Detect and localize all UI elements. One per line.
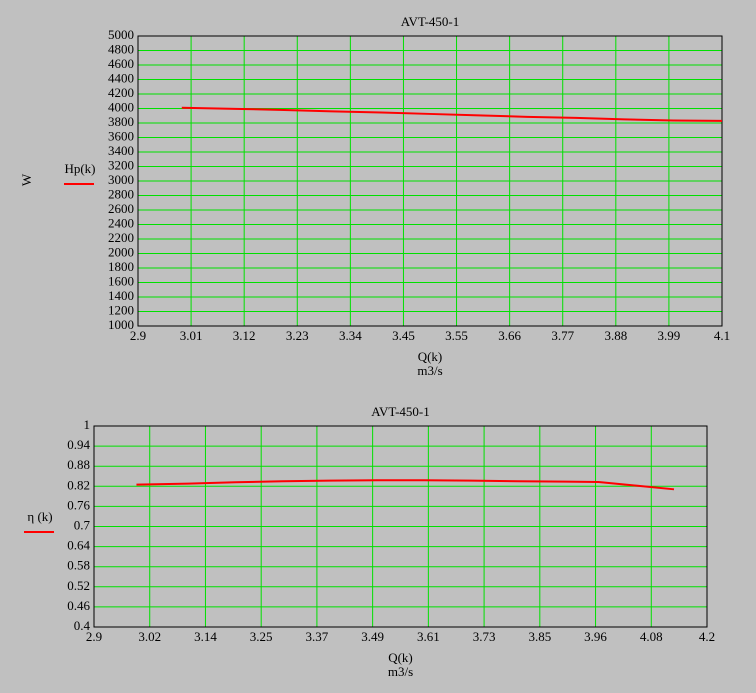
- x-tick-label: 3.85: [528, 629, 551, 644]
- x-tick-label: 3.02: [138, 629, 161, 644]
- y-tick-label: 3800: [108, 114, 134, 129]
- y-tick-label: 0.76: [67, 497, 90, 512]
- x-tick-label: 3.77: [551, 328, 574, 343]
- y-tick-label: 3200: [108, 157, 134, 172]
- y-tick-label: 0.88: [67, 457, 90, 472]
- chart-title: AVT-450-1: [401, 14, 460, 29]
- y-tick-label: 2000: [108, 244, 134, 259]
- x-tick-label: 3.61: [417, 629, 440, 644]
- y-tick-label: 4200: [108, 85, 134, 100]
- plot-frame: [137, 35, 723, 327]
- data-line: [181, 106, 723, 122]
- y-tick-label: 4600: [108, 56, 134, 71]
- y-tick-label: 0.46: [67, 598, 90, 613]
- y-tick-label: 3000: [108, 172, 134, 187]
- y-tick-label: 4400: [108, 70, 134, 85]
- y-tick-label: 1600: [108, 273, 134, 288]
- legend-label: η (k): [27, 509, 52, 524]
- y-tick-label: 1400: [108, 288, 134, 303]
- x-tick-label: 3.96: [584, 629, 607, 644]
- y-tick-label: 5000: [108, 27, 134, 42]
- y-axis-label: W: [19, 173, 34, 186]
- y-tick-label: 1000: [108, 317, 134, 332]
- y-tick-label: 2800: [108, 186, 134, 201]
- y-tick-label: 2400: [108, 215, 134, 230]
- x-tick-label: 3.34: [339, 328, 362, 343]
- y-tick-label: 0.58: [67, 558, 90, 573]
- x-tick-label: 3.37: [306, 629, 329, 644]
- y-tick-label: 1200: [108, 302, 134, 317]
- y-tick-label: 0.64: [67, 538, 90, 553]
- x-tick-label: 3.23: [286, 328, 309, 343]
- x-tick-label: 3.55: [445, 328, 468, 343]
- x-tick-label: 4.2: [699, 629, 715, 644]
- legend-label: Hp(k): [64, 161, 95, 176]
- x-tick-label: 3.14: [194, 629, 217, 644]
- x-tick-label: 3.45: [392, 328, 415, 343]
- x-axis-unit: m3/s: [388, 664, 413, 679]
- y-tick-label: 0.4: [74, 618, 91, 633]
- x-tick-label: 3.49: [361, 629, 384, 644]
- data-line: [136, 479, 675, 491]
- x-tick-label: 3.66: [498, 328, 521, 343]
- y-tick-label: 0.52: [67, 578, 90, 593]
- plot-frame: [93, 425, 708, 628]
- y-tick-label: 2600: [108, 201, 134, 216]
- x-tick-label: 2.9: [130, 328, 146, 343]
- x-axis-unit: m3/s: [417, 363, 442, 378]
- chart-title: AVT-450-1: [371, 404, 430, 419]
- y-tick-label: 3400: [108, 143, 134, 158]
- y-tick-label: 0.94: [67, 437, 90, 452]
- x-axis-label: Q(k): [418, 349, 443, 364]
- x-tick-label: 4.1: [714, 328, 730, 343]
- x-tick-label: 2.9: [86, 629, 102, 644]
- y-tick-label: 4800: [108, 41, 134, 56]
- x-tick-label: 3.25: [250, 629, 273, 644]
- y-tick-label: 2200: [108, 230, 134, 245]
- x-tick-label: 3.12: [233, 328, 256, 343]
- x-tick-label: 3.73: [473, 629, 496, 644]
- x-tick-label: 3.88: [604, 328, 627, 343]
- x-tick-label: 3.01: [180, 328, 203, 343]
- y-tick-label: 1: [84, 417, 91, 432]
- y-tick-label: 1800: [108, 259, 134, 274]
- y-tick-label: 4000: [108, 99, 134, 114]
- y-tick-label: 0.82: [67, 477, 90, 492]
- x-tick-label: 4.08: [640, 629, 663, 644]
- x-tick-label: 3.99: [658, 328, 681, 343]
- x-axis-label: Q(k): [388, 650, 413, 665]
- y-tick-label: 0.7: [74, 517, 91, 532]
- y-tick-label: 3600: [108, 128, 134, 143]
